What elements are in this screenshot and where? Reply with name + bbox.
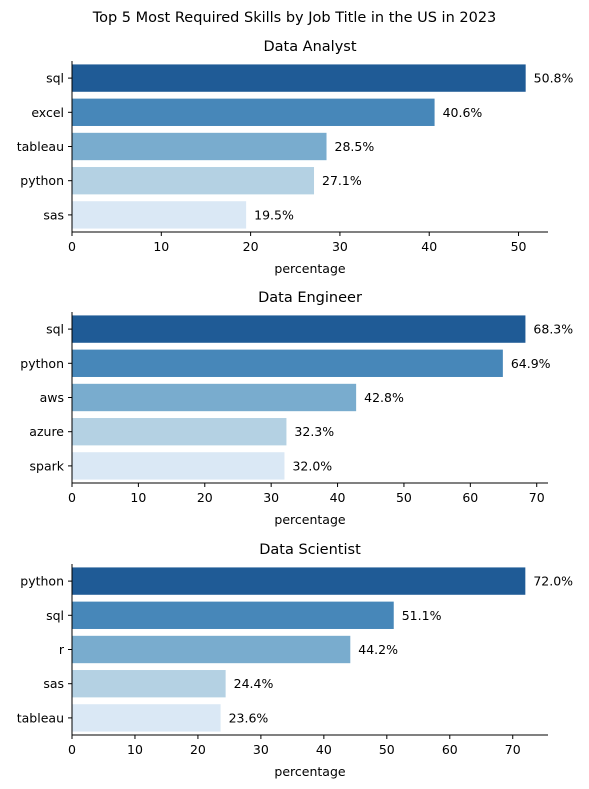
- y-tick-label: python: [20, 574, 64, 589]
- data-label: 51.1%: [402, 608, 442, 623]
- bar-sql: [72, 315, 526, 343]
- bar-sas: [72, 201, 247, 229]
- x-tick-label: 40: [421, 239, 437, 254]
- y-tick-label: tableau: [17, 710, 64, 725]
- y-tick-label: sas: [43, 676, 64, 691]
- x-tick-label: 0: [68, 742, 76, 757]
- bar-tableau: [72, 704, 221, 732]
- bar-tableau: [72, 132, 327, 161]
- data-label: 40.6%: [443, 105, 483, 120]
- data-label: 64.9%: [511, 356, 551, 371]
- y-tick-label: sql: [46, 608, 64, 623]
- data-label: 19.5%: [254, 207, 294, 222]
- data-label: 23.6%: [229, 710, 269, 725]
- x-tick-label: 40: [330, 490, 346, 505]
- x-axis-label: percentage: [274, 261, 345, 276]
- x-tick-label: 50: [511, 239, 527, 254]
- data-label: 28.5%: [335, 139, 375, 154]
- x-tick-label: 30: [263, 490, 279, 505]
- panel-title: Data Engineer: [258, 290, 362, 306]
- bar-python: [72, 567, 526, 595]
- data-label: 24.4%: [234, 676, 274, 691]
- bar-azure: [72, 418, 287, 446]
- bar-r: [72, 635, 351, 664]
- panel-title: Data Scientist: [259, 542, 361, 558]
- bar-aws: [72, 383, 357, 412]
- bar-python: [72, 349, 503, 377]
- x-tick-label: 70: [505, 742, 521, 757]
- x-tick-label: 60: [442, 742, 458, 757]
- x-tick-label: 20: [197, 490, 213, 505]
- bar-sas: [72, 670, 226, 698]
- data-label: 32.0%: [292, 458, 332, 473]
- figure-title: Top 5 Most Required Skills by Job Title …: [92, 10, 497, 26]
- data-label: 32.3%: [294, 424, 334, 439]
- panel-title: Data Analyst: [263, 39, 356, 55]
- panel-data-analyst: Data Analyst sql 50.8% excel 40.6% tableau 28.…: [17, 39, 574, 276]
- bar-sql: [72, 64, 526, 92]
- x-tick-label: 10: [153, 239, 169, 254]
- y-tick-label: python: [20, 173, 64, 188]
- x-tick-label: 20: [243, 239, 259, 254]
- x-tick-label: 10: [127, 742, 143, 757]
- y-tick-label: sql: [46, 322, 64, 337]
- data-label: 27.1%: [322, 173, 362, 188]
- bar-spark: [72, 452, 285, 480]
- data-label: 72.0%: [533, 574, 573, 589]
- y-tick-label: aws: [40, 390, 64, 405]
- y-tick-label: excel: [31, 105, 64, 120]
- x-tick-label: 30: [253, 742, 269, 757]
- data-label: 68.3%: [533, 322, 573, 337]
- x-tick-label: 50: [396, 490, 412, 505]
- bar-python: [72, 167, 315, 195]
- y-tick-label: spark: [30, 458, 65, 473]
- x-axis-label: percentage: [274, 764, 345, 779]
- x-tick-label: 0: [68, 239, 76, 254]
- panel-data-scientist: Data Scientist python 72.0% sql 51.1% r 44.2% s…: [17, 542, 573, 779]
- x-axis-label: percentage: [274, 512, 345, 527]
- data-label: 42.8%: [364, 390, 404, 405]
- y-tick-label: sas: [43, 207, 64, 222]
- y-tick-label: sql: [46, 71, 64, 86]
- y-tick-label: r: [59, 642, 65, 657]
- y-tick-label: tableau: [17, 139, 64, 154]
- x-tick-label: 40: [316, 742, 332, 757]
- x-tick-label: 30: [332, 239, 348, 254]
- x-tick-label: 70: [529, 490, 545, 505]
- x-tick-label: 10: [130, 490, 146, 505]
- x-tick-label: 20: [190, 742, 206, 757]
- x-tick-label: 0: [68, 490, 76, 505]
- bar-excel: [72, 98, 435, 126]
- panel-data-engineer: Data Engineer sql 68.3% python 64.9% aws 42.8%…: [20, 290, 573, 527]
- x-tick-label: 60: [462, 490, 478, 505]
- data-label: 50.8%: [534, 71, 574, 86]
- bar-sql: [72, 601, 394, 629]
- y-tick-label: python: [20, 356, 64, 371]
- data-label: 44.2%: [358, 642, 398, 657]
- x-tick-label: 50: [379, 742, 395, 757]
- y-tick-label: azure: [29, 424, 64, 439]
